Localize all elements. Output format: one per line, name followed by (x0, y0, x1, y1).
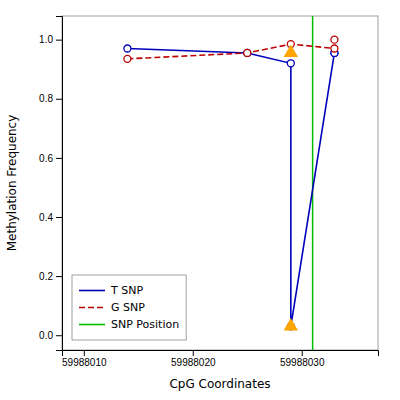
tick-label: 1.0 (39, 34, 53, 45)
tick-mark (193, 350, 194, 356)
tick-label: 59988020 (171, 357, 216, 368)
circle-marker (244, 49, 251, 56)
tick: 0.6 (39, 153, 62, 164)
series-line (127, 44, 334, 59)
legend-swatch (79, 307, 105, 309)
tick: 0.4 (39, 212, 62, 223)
circle-marker (331, 45, 338, 52)
legend-label: G SNP (111, 301, 145, 314)
tick: 1.0 (39, 34, 62, 45)
axis-line (56, 17, 63, 351)
tick-label: 0.8 (39, 93, 53, 104)
triangle-marker (284, 318, 298, 330)
triangle-marker (284, 45, 298, 57)
tick-label: 0.2 (39, 271, 53, 282)
tick: 0.0 (39, 330, 62, 341)
circle-marker (124, 55, 131, 62)
tick: 0.2 (39, 271, 62, 282)
tick: 59988030 (280, 350, 325, 368)
tick-mark (56, 335, 62, 336)
tick-label: 59988010 (62, 357, 107, 368)
tick: 59988020 (171, 350, 216, 368)
x-axis-title: CpG Coordinates (169, 377, 270, 391)
circle-marker (287, 60, 294, 67)
x-axis: 59988010 59988020 59988030 (62, 350, 378, 368)
legend-label: SNP Position (111, 318, 179, 331)
circle-marker (124, 45, 131, 52)
circle-marker (331, 36, 338, 43)
tick-label: 0.6 (39, 153, 53, 164)
tick-label: 0.0 (39, 330, 53, 341)
legend-box (72, 275, 186, 340)
chart: 59988010 59988020 59988030 0.0 0.2 0.4 0.6 0.8 1… (0, 0, 400, 400)
tick: 0.8 (39, 93, 62, 104)
axis-line (63, 351, 379, 357)
tick: 59988010 (62, 350, 107, 368)
tick-mark (56, 217, 62, 218)
circle-marker (244, 49, 251, 56)
y-axis: 0.0 0.2 0.4 0.6 0.8 1.0 (39, 17, 62, 351)
tick-mark (302, 350, 303, 356)
tick-mark (84, 350, 85, 356)
tick-label: 59988030 (280, 357, 325, 368)
legend-label: T SNP (110, 284, 143, 297)
y-axis-title: Methylation Frequency (5, 115, 19, 252)
plot-frame (62, 16, 378, 350)
tick-mark (56, 99, 62, 100)
tick-mark (56, 158, 62, 159)
legend-swatch (79, 290, 105, 292)
tick-mark (56, 40, 62, 41)
legend-swatch (79, 324, 105, 326)
tick-label: 0.4 (39, 212, 53, 223)
plot-area: 59988010 59988020 59988030 0.0 0.2 0.4 0.6 0.8 1… (39, 16, 378, 368)
tick-mark (56, 276, 62, 277)
legend: T SNP G SNP SNP Position (72, 275, 186, 340)
